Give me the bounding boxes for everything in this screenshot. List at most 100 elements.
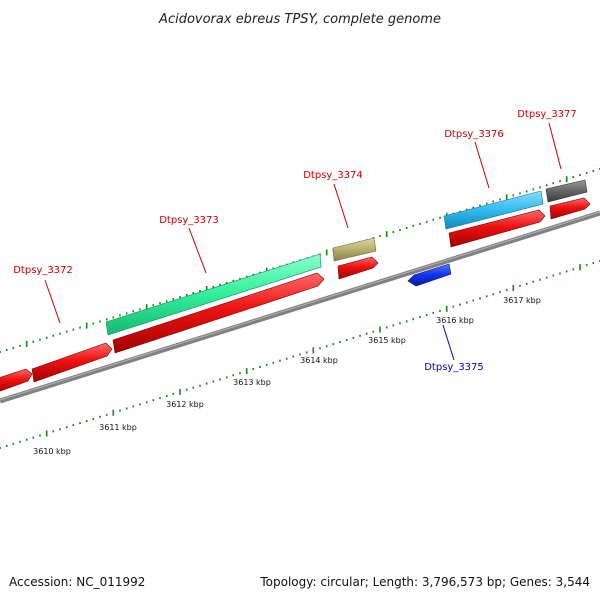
cds-arrow[interactable] — [0, 368, 33, 393]
minor-tick — [39, 338, 41, 341]
minor-tick — [325, 345, 328, 348]
minor-tick — [92, 322, 95, 325]
minor-tick — [385, 326, 388, 329]
kbp-label: 3615 kbp — [368, 336, 406, 345]
gene-label-dtpsy-3377[interactable]: Dtpsy_3377 — [517, 109, 577, 120]
gene-label-dtpsy-3374[interactable]: Dtpsy_3374 — [303, 170, 363, 181]
minor-tick — [532, 280, 535, 283]
minor-tick — [199, 290, 201, 292]
cds-arrow[interactable] — [31, 342, 113, 383]
minor-tick — [259, 366, 261, 368]
major-tick — [145, 304, 148, 311]
minor-tick — [199, 384, 201, 387]
minor-tick — [119, 314, 121, 317]
gene-box-dtpsy-3376[interactable] — [443, 190, 544, 230]
minor-tick — [105, 318, 108, 321]
label-leader-lines — [44, 122, 562, 361]
minor-tick — [219, 378, 221, 381]
minor-tick — [525, 190, 528, 193]
minor-tick — [205, 382, 208, 385]
major-tick — [385, 231, 388, 238]
minor-tick — [212, 380, 215, 383]
minor-tick — [532, 188, 535, 191]
minor-tick — [252, 273, 255, 276]
gene-box-dtpsy-3377[interactable] — [545, 179, 588, 203]
gene-label-dtpsy-3372[interactable]: Dtpsy_3372 — [13, 265, 73, 276]
gene-label-dtpsy-3373[interactable]: Dtpsy_3373 — [159, 215, 219, 226]
minor-tick — [192, 292, 195, 294]
minor-tick — [299, 353, 301, 356]
minor-tick — [259, 271, 261, 274]
minor-tick — [239, 372, 241, 375]
minor-tick — [539, 278, 541, 281]
minor-tick — [125, 312, 128, 315]
minor-tick — [32, 436, 35, 439]
minor-tick — [232, 374, 235, 377]
minor-tick — [105, 413, 108, 416]
minor-tick — [499, 198, 501, 201]
gene-box-dtpsy-3374[interactable] — [332, 237, 377, 262]
kbp-label: 3616 kbp — [436, 316, 474, 325]
minor-tick — [179, 296, 181, 299]
minor-tick — [425, 314, 428, 316]
cds-arrow[interactable] — [112, 272, 325, 354]
minor-tick — [165, 300, 168, 303]
minor-tick — [519, 284, 521, 287]
minor-tick — [12, 346, 15, 349]
minor-tick — [399, 322, 401, 325]
major-tick — [505, 194, 508, 201]
major-tick — [25, 340, 28, 347]
minor-tick — [172, 298, 175, 301]
minor-tick — [185, 388, 188, 391]
kbp-label: 3613 kbp — [233, 378, 271, 387]
minor-tick — [272, 361, 275, 364]
minor-tick — [432, 218, 435, 221]
minor-tick — [465, 208, 468, 211]
cds-arrow[interactable] — [337, 256, 379, 280]
gene-label-dtpsy-3376[interactable]: Dtpsy_3376 — [444, 129, 504, 140]
minor-tick — [279, 359, 281, 362]
map-title: Acidovorax ebreus TPSY, complete genome — [158, 12, 441, 27]
minor-tick — [592, 262, 595, 265]
major-tick — [179, 388, 181, 395]
major-tick — [45, 430, 48, 437]
gene-box-dtpsy-3373[interactable] — [105, 253, 322, 336]
minor-tick — [305, 351, 308, 354]
minor-tick — [339, 341, 341, 343]
major-tick — [112, 409, 115, 416]
minor-tick — [552, 274, 555, 277]
minor-tick — [365, 332, 368, 335]
minor-tick — [59, 332, 61, 335]
minor-tick — [545, 276, 548, 279]
minor-tick — [239, 277, 241, 280]
minor-tick — [505, 289, 508, 292]
minor-tick — [72, 424, 75, 427]
minor-tick — [379, 235, 381, 238]
minor-tick — [285, 357, 288, 360]
minor-tick — [592, 170, 595, 172]
minor-tick — [405, 320, 408, 323]
minor-tick — [479, 297, 481, 300]
major-tick — [85, 322, 88, 329]
minor-tick — [545, 184, 548, 187]
minor-tick — [499, 291, 501, 294]
minor-tick — [552, 182, 555, 185]
minor-tick — [5, 349, 8, 351]
major-tick — [379, 326, 381, 333]
cds-arrow[interactable] — [448, 209, 546, 248]
cds-track-forward — [0, 197, 591, 393]
minor-tick — [412, 318, 415, 321]
minor-tick — [99, 320, 101, 323]
minor-tick — [565, 270, 568, 273]
gene-label-dtpsy-3375[interactable]: Dtpsy_3375 — [424, 362, 484, 373]
minor-tick — [519, 192, 521, 195]
minor-tick — [232, 279, 235, 282]
kbp-label: 3611 kbp — [99, 423, 137, 432]
minor-tick — [559, 272, 561, 275]
minor-tick — [5, 444, 8, 447]
cds-arrow[interactable] — [549, 197, 591, 220]
minor-tick — [579, 174, 581, 177]
gene-box-dtpsy-3375[interactable] — [407, 263, 452, 287]
major-tick — [325, 249, 328, 256]
minor-tick — [0, 351, 1, 353]
